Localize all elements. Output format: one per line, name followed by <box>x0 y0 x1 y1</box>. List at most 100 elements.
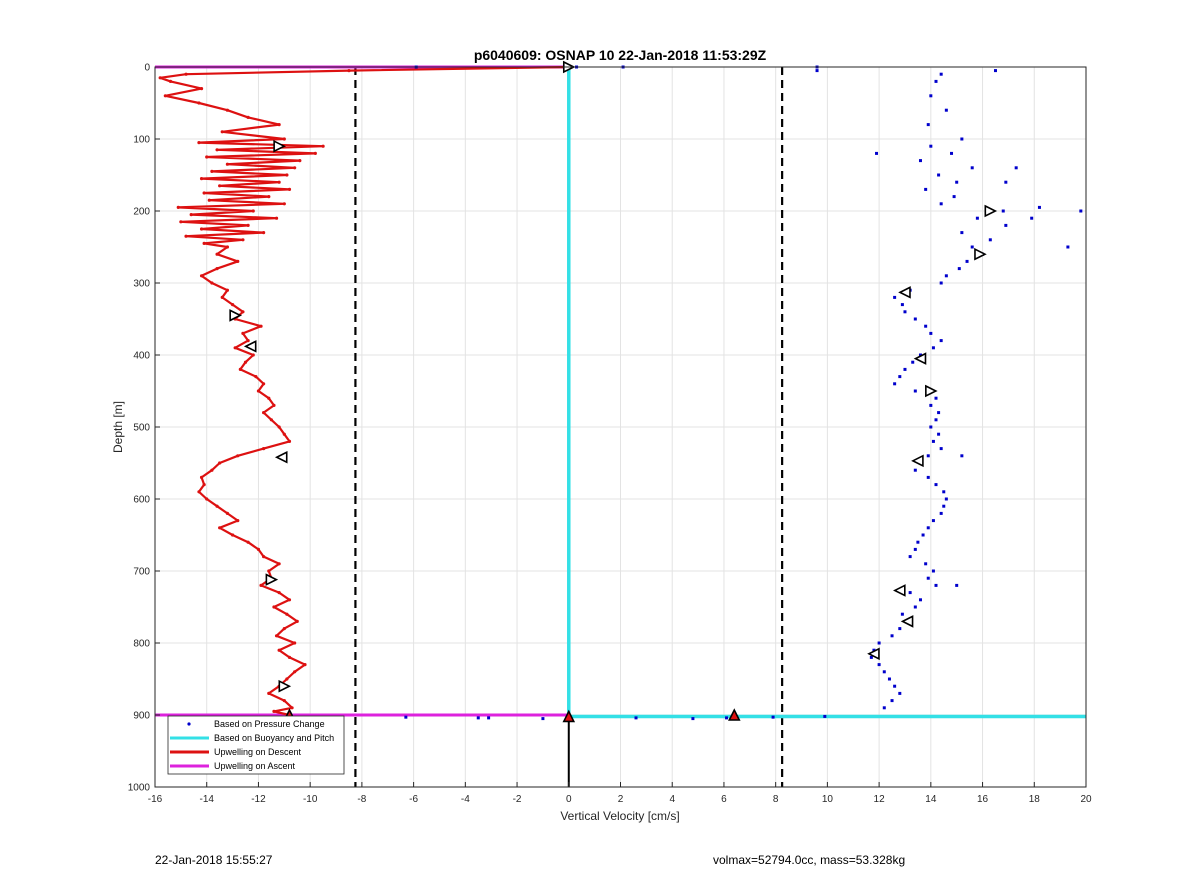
upwelling-descent-point <box>176 205 180 209</box>
x-tick-label: -16 <box>148 794 163 805</box>
pressure-change-point <box>937 173 941 177</box>
pressure-change-point <box>960 231 964 235</box>
pressure-change-point <box>929 403 933 407</box>
upwelling-descent-point <box>256 389 261 393</box>
pressure-change-point <box>691 717 695 721</box>
pressure-change-point <box>887 677 891 681</box>
y-tick-label: 200 <box>133 207 150 218</box>
upwelling-descent-point <box>262 555 266 559</box>
triangle-marker <box>893 584 906 597</box>
pressure-change-point <box>988 238 992 242</box>
pressure-change-point <box>1037 205 1041 209</box>
triangle-marker <box>273 139 286 153</box>
upwelling-descent-point <box>207 198 211 202</box>
upwelling-descent-point <box>199 227 204 231</box>
x-tick-label: -6 <box>409 794 418 805</box>
upwelling-descent-point <box>277 562 281 566</box>
pressure-change-point <box>934 583 938 587</box>
upwelling-descent-point <box>230 303 235 307</box>
x-tick-label: 2 <box>618 794 624 805</box>
pressure-change-point <box>882 670 886 674</box>
pressure-change-point <box>893 382 897 386</box>
upwelling-descent-point <box>262 411 266 415</box>
x-tick-label: 0 <box>566 794 572 805</box>
upwelling-descent-point <box>238 367 242 371</box>
pressure-change-point <box>939 72 943 76</box>
pressure-change-point <box>541 717 545 721</box>
x-tick-label: -2 <box>513 794 522 805</box>
upwelling-descent-point <box>295 619 299 624</box>
upwelling-descent-point <box>220 295 224 299</box>
upwelling-descent-point <box>225 108 230 112</box>
pressure-change-point <box>942 504 946 508</box>
upwelling-descent-point <box>277 180 281 184</box>
upwelling-descent-point <box>215 504 219 508</box>
upwelling-descent-point <box>158 76 162 80</box>
upwelling-descent-point <box>274 634 279 638</box>
x-tick-label: 18 <box>1029 794 1041 805</box>
pressure-change-point <box>898 691 902 695</box>
upwelling-descent-point <box>184 72 188 76</box>
pressure-change-point <box>957 267 961 271</box>
pressure-change-point <box>918 353 922 357</box>
triangle-marker <box>974 247 987 261</box>
pressure-change-point <box>877 641 881 645</box>
upwelling-descent-point <box>218 461 222 465</box>
upwelling-descent-point <box>225 511 230 515</box>
upwelling-descent-point <box>277 123 281 127</box>
pressure-change-point <box>913 547 917 551</box>
pressure-change-point <box>924 187 928 191</box>
y-tick-label: 500 <box>133 423 150 434</box>
upwelling-descent-point <box>287 439 292 443</box>
upwelling-descent-point <box>168 79 173 83</box>
triangle-marker <box>229 309 242 322</box>
grid-lines <box>154 66 1087 788</box>
pressure-change-point <box>898 627 902 631</box>
triangle-marker <box>900 615 914 628</box>
upwelling-descent-point <box>184 234 188 238</box>
upwelling-descent-point <box>282 432 286 436</box>
legend-label-ascent: Upwelling on Ascent <box>214 761 296 771</box>
x-axis-label: Vertical Velocity [cm/s] <box>560 809 679 823</box>
upwelling-descent-point <box>220 130 224 134</box>
pressure-change-point <box>918 159 922 163</box>
legend-label-pressure: Based on Pressure Change <box>214 719 325 729</box>
pressure-change-point <box>1079 209 1083 213</box>
pressure-change-point <box>944 274 948 278</box>
upwelling-descent-point <box>259 324 263 328</box>
triangle-marker <box>913 352 927 365</box>
upwelling-descent-point <box>210 169 214 173</box>
pressure-change-point <box>937 432 941 436</box>
pressure-change-point <box>965 259 969 263</box>
pressure-change-point <box>908 591 912 595</box>
pressure-change-point <box>929 425 933 429</box>
upwelling-descent-point <box>199 177 204 181</box>
plot-area <box>155 60 1086 787</box>
upwelling-descent-point <box>218 526 222 530</box>
pressure-change-point <box>918 598 922 602</box>
upwelling-descent-point <box>272 709 276 714</box>
pressure-change-point <box>913 389 917 393</box>
upwelling-descent-point <box>277 425 281 429</box>
upwelling-descent-point <box>285 612 289 616</box>
legend-swatch-pressure <box>187 722 191 726</box>
pressure-change-point <box>926 123 930 127</box>
x-tick-label: 12 <box>874 794 886 805</box>
upwelling-descent-point <box>274 216 279 220</box>
pressure-change-point <box>634 716 638 720</box>
upwelling-descent-point <box>267 195 271 199</box>
y-tick-label: 900 <box>133 711 150 722</box>
upwelling-descent-point <box>272 403 276 407</box>
upwelling-descent-point <box>197 141 201 145</box>
pressure-change-point <box>993 69 997 73</box>
pressure-change-point <box>877 663 881 667</box>
upwelling-descent-point <box>205 155 209 159</box>
upwelling-descent-point <box>241 331 245 335</box>
upwelling-descent-point <box>282 699 286 703</box>
triangle-marker <box>243 340 257 353</box>
pressure-change-point <box>893 684 897 688</box>
pressure-change-point <box>913 605 917 609</box>
upwelling-descent-point <box>254 375 258 379</box>
upwelling-descent-point <box>246 115 250 119</box>
